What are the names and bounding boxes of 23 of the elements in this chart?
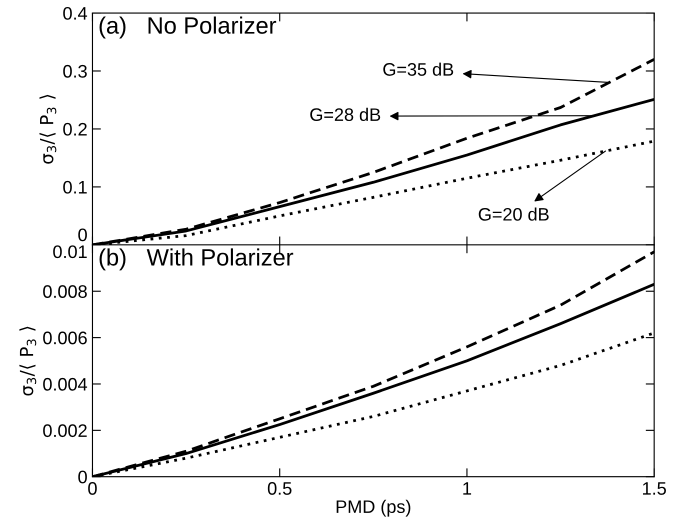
y-tick-label: 0.2	[63, 122, 87, 136]
x-tick-label: 0	[88, 482, 97, 495]
y-tick-label: 0.002	[43, 424, 87, 438]
y-axis-title: σ$_{3}$/⟨ P$_{3}$ ⟩	[39, 94, 56, 164]
chart-title: (a) No Polarizer	[100, 16, 276, 38]
chart-title: (b) With Polarizer	[100, 248, 294, 270]
series-label: G=20 dB	[478, 207, 549, 221]
y-tick-label: 0.1	[63, 180, 87, 194]
x-tick-label: 1	[463, 482, 472, 495]
y-tick-label: 0.004	[43, 378, 88, 391]
y-tick-label: 0.008	[43, 285, 87, 298]
y-tick-label: 0	[78, 470, 87, 484]
y-tick-label: 0.01	[53, 245, 87, 258]
x-tick-label: 1.5	[643, 482, 666, 495]
legend-label: G=28 dB	[310, 108, 380, 122]
y-tick-label: 0	[78, 228, 87, 242]
y-tick-label: 0.006	[43, 332, 87, 344]
legend-label: G=35 dB	[383, 62, 454, 76]
y-axis-title: σ$_{3}$/⟨ P$_{3}$ ⟩	[19, 326, 36, 396]
x-tick-label: 0.5	[268, 482, 292, 495]
y-tick-label: 0.4	[63, 6, 88, 20]
x-axis-title: PMD (ps)	[336, 500, 410, 517]
y-tick-label: 0.3	[63, 64, 87, 78]
